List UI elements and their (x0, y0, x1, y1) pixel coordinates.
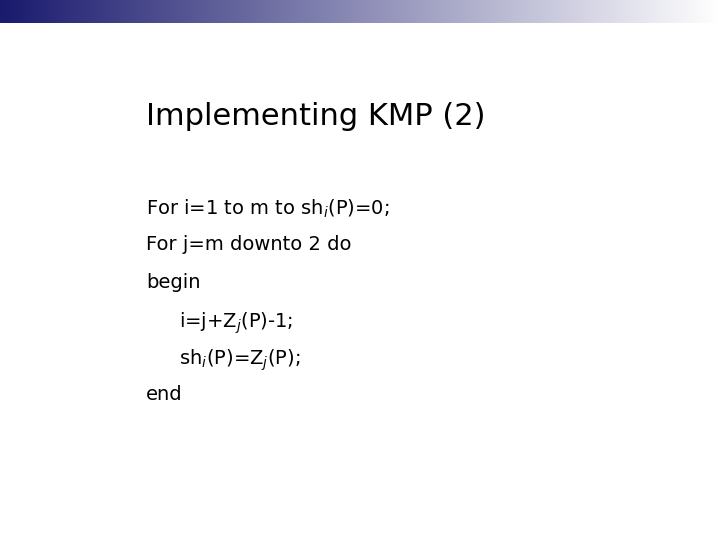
Text: For j=m downto 2 do: For j=m downto 2 do (145, 235, 351, 254)
Text: Implementing KMP (2): Implementing KMP (2) (145, 102, 485, 131)
Text: begin: begin (145, 273, 200, 292)
Text: For i=1 to m to sh$_i$(P)=0;: For i=1 to m to sh$_i$(P)=0; (145, 198, 390, 220)
Text: i=j+Z$_j$(P)-1;: i=j+Z$_j$(P)-1; (179, 310, 293, 336)
Text: sh$_i$(P)=Z$_j$(P);: sh$_i$(P)=Z$_j$(P); (179, 348, 301, 373)
Text: end: end (145, 385, 182, 404)
